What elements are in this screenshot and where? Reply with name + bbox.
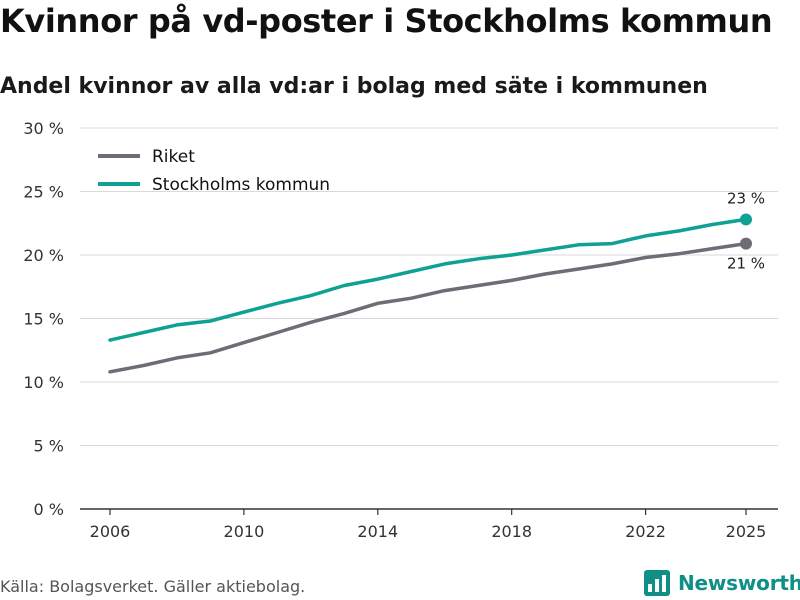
legend-label-stockholms-kommun: Stockholms kommun [152, 175, 330, 195]
newsworthy-logo-icon [644, 570, 670, 596]
y-tick-label-30: 30 % [23, 119, 64, 138]
x-tick-label-2018: 2018 [491, 522, 532, 541]
chart-title: Kvinnor på vd-poster i Stockholms kommun [0, 2, 773, 40]
series-line-stockholms-kommun [108, 217, 748, 342]
legend-label-riket: Riket [152, 147, 195, 167]
end-point-stockholms-kommun [740, 213, 752, 226]
x-tick-label-2006: 2006 [90, 522, 131, 541]
y-tick-label-25: 25 % [23, 183, 64, 202]
y-tick-label-10: 10 % [23, 373, 64, 392]
series-lines [108, 213, 752, 374]
end-label-stockholms-kommun: 23 % [727, 189, 765, 207]
source-note: Källa: Bolagsverket. Gäller aktiebolag. [0, 577, 306, 596]
legend: Riket Stockholms kommun [98, 147, 330, 195]
end-label-riket: 21 % [727, 255, 765, 273]
y-tick-label-15: 15 % [23, 310, 64, 329]
end-point-riket [740, 237, 752, 250]
x-tick-label-2014: 2014 [357, 522, 398, 541]
x-tick-label-2025: 2025 [726, 522, 767, 541]
x-tick-label-2010: 2010 [224, 522, 265, 541]
y-tick-label-0: 0 % [34, 500, 64, 519]
y-tick-label-20: 20 % [23, 246, 64, 265]
axes: 0 % 5 % 10 % 15 % 20 % 25 % 30 % 2006 2010 2014 20… [23, 119, 778, 541]
y-tick-label-5: 5 % [34, 437, 64, 456]
chart-subtitle: Andel kvinnor av alla vd:ar i bolag med … [0, 74, 708, 99]
data-labels: 21 % 23 % [727, 189, 765, 272]
series-line-riket [108, 241, 748, 374]
x-tick-label-2022: 2022 [625, 522, 666, 541]
newsworthy-logo-text: Newsworthy [678, 571, 800, 595]
newsworthy-logo: Newsworthy [644, 570, 800, 596]
